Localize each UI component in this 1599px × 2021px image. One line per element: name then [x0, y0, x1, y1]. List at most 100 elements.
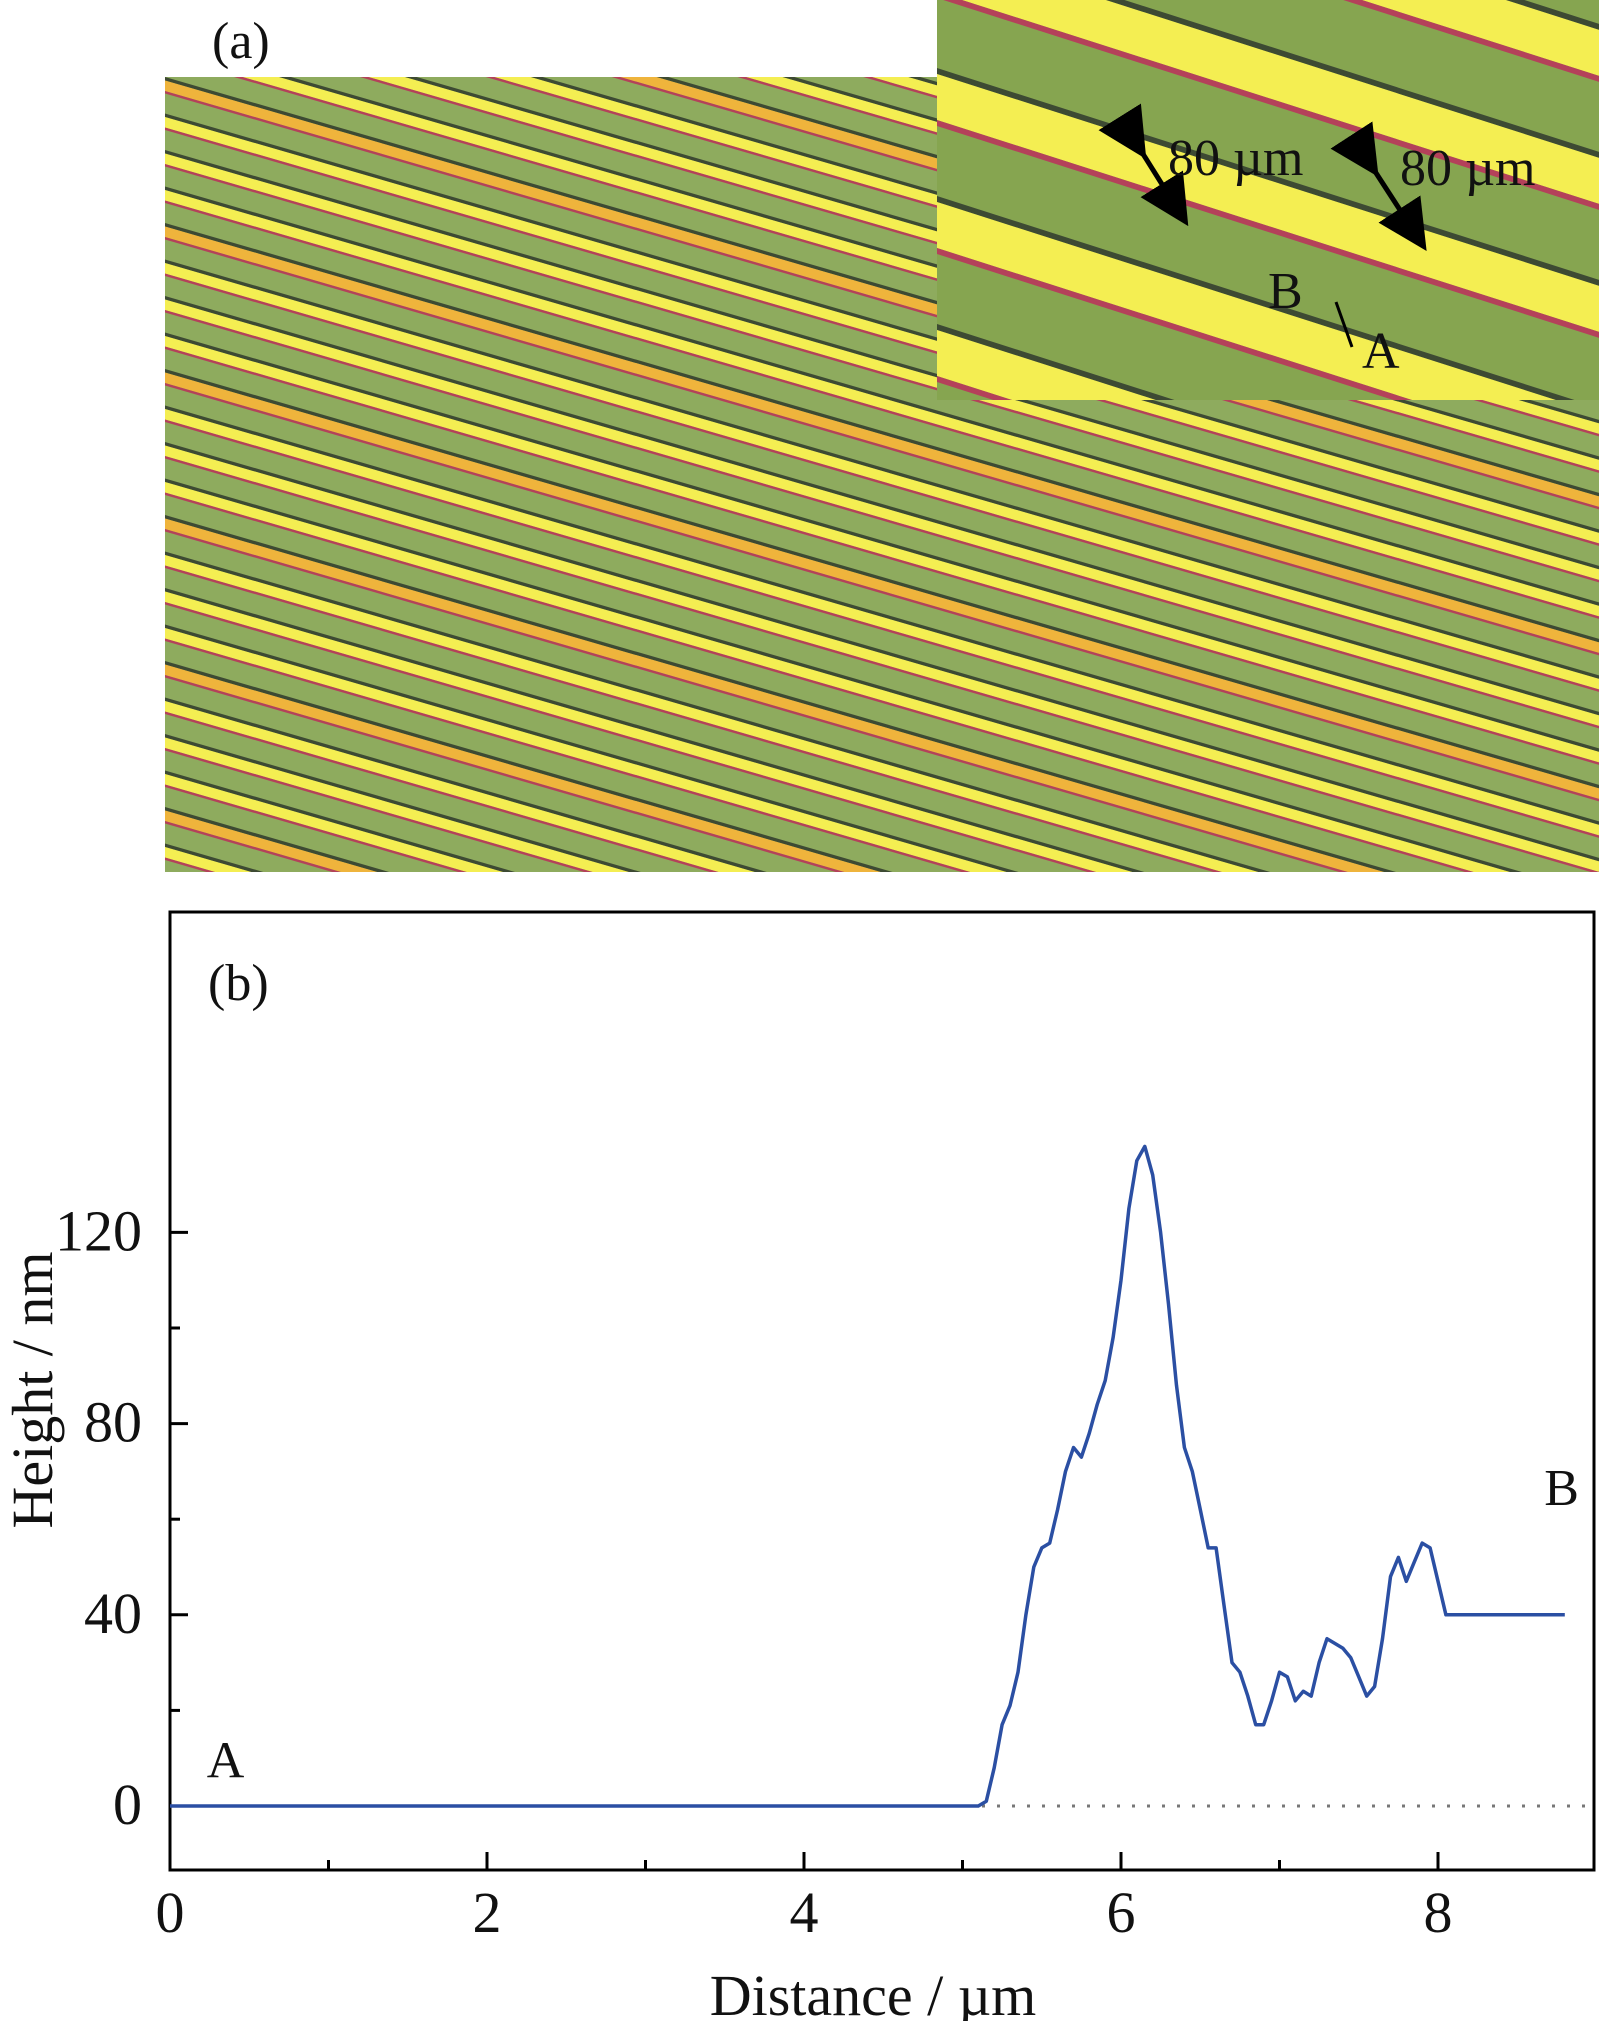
stripe-yellow	[165, 628, 1007, 872]
y-tick-label: 120	[55, 1198, 142, 1263]
stripe-yellow	[165, 1431, 1599, 1857]
stripe-edge-red	[165, 346, 1599, 765]
stripe-edge-dark	[165, 953, 1599, 1372]
stripe-edge-red	[165, 492, 1474, 872]
stripe-edge-dark	[165, 843, 264, 872]
stripe-edge-red	[165, 310, 1599, 729]
height-profile-line	[170, 1144, 1565, 1808]
stripe-edge-dark	[165, 442, 1599, 862]
x-tick-label: 4	[790, 1880, 819, 1945]
stripe-edge-dark	[165, 259, 1599, 679]
stripe-yellow	[165, 263, 1599, 690]
stripe-yellow	[165, 153, 1599, 580]
x-axis-label: Distance / µm	[710, 1963, 1037, 2021]
stripe-edge-red	[165, 821, 341, 872]
stripe-edge-dark	[165, 551, 1271, 872]
stripe-edge-red	[165, 237, 1599, 656]
stripe-yellow	[165, 1103, 1599, 1529]
stripe-yellow	[165, 1176, 1599, 1602]
stripe-yellow	[165, 884, 1599, 1310]
inset-stripe-yellow	[937, 842, 1599, 1100]
stripe-yellow	[165, 810, 378, 872]
width-annotation-2: 80 µm	[1400, 140, 1535, 197]
micrograph-panel: (a) 80 µm 80 µm B A	[165, 0, 1599, 1930]
stripe-edge-dark	[165, 734, 641, 872]
stripe-edge-red	[233, 77, 1599, 473]
stripe-edge-red	[165, 638, 971, 872]
inset-stripe-edge-red	[943, 0, 1599, 210]
stripe-edge-red	[165, 419, 1599, 838]
point-labels: AB	[207, 1460, 1579, 1789]
y-axis-label: Height / nm	[0, 1251, 65, 1528]
stripe-yellow	[165, 591, 1133, 872]
stripe-edge-dark	[165, 917, 1599, 1336]
inset-stripes	[937, 0, 1599, 1100]
stripe-yellow	[165, 774, 503, 872]
x-tick-label: 8	[1424, 1880, 1453, 1945]
stripe-edge-red	[165, 1223, 1599, 1641]
stripe-edge-red	[165, 273, 1599, 692]
inset-stripe-yellow	[937, 202, 1556, 400]
stripe-edge-red	[165, 456, 1599, 872]
stripe-edge-red	[165, 1186, 1599, 1604]
x-tick-label: 6	[1107, 1880, 1136, 1945]
stripe-yellow	[165, 409, 1599, 836]
stripe-edge-dark	[165, 1026, 1599, 1445]
stripe-edge-red	[165, 1150, 1599, 1568]
stripe-yellow	[165, 1249, 1599, 1675]
stripe-yellow	[165, 80, 1599, 507]
point-label-b: B	[1544, 1460, 1579, 1517]
panel-a-label: (a)	[212, 13, 270, 70]
stripe-edge-dark	[165, 1172, 1599, 1591]
panel-b-label: (b)	[208, 955, 269, 1012]
profile-marker-a: A	[1362, 323, 1400, 380]
inset-stripe-edge-red	[1343, 0, 1599, 82]
stripe-yellow	[165, 372, 1599, 799]
stripe-edge-dark	[165, 405, 1599, 825]
stripe-edge-dark	[165, 770, 516, 872]
inset-stripe-yellow	[937, 330, 1156, 400]
stripe-edge-dark	[165, 807, 390, 872]
stripe-yellow	[165, 1285, 1599, 1711]
stripe-yellow	[165, 957, 1599, 1383]
stripe-yellow	[165, 664, 881, 872]
stripe-yellow	[165, 1139, 1599, 1565]
stripe-yellow	[165, 920, 1599, 1346]
stripe-edge-red	[165, 1332, 1599, 1750]
stripe-edge-dark	[165, 990, 1599, 1409]
stripe-edge-red	[165, 164, 1599, 583]
stripe-edge-red	[165, 1077, 1599, 1495]
stripe-edge-dark	[165, 1318, 1599, 1737]
profile-marker-b: B	[1268, 263, 1303, 320]
y-tick-label: 0	[113, 1772, 142, 1837]
stripe-edge-dark	[165, 1209, 1599, 1628]
x-tick-label: 0	[156, 1880, 185, 1945]
stripe-edge-dark	[165, 588, 1145, 872]
stripe-edge-dark	[165, 1355, 1599, 1774]
stripe-edge-red	[165, 1004, 1599, 1422]
stripe-edge-dark	[165, 1099, 1599, 1518]
stripe-edge-dark	[165, 1501, 1599, 1920]
stripe-edge-dark	[165, 223, 1599, 643]
stripe-yellow	[165, 226, 1599, 653]
stripe-yellow	[165, 1504, 1599, 1930]
stripe-edge-dark	[165, 1063, 1599, 1482]
stripe-yellow	[165, 701, 755, 872]
stripe-yellow	[165, 445, 1599, 872]
stripe-yellow	[165, 1358, 1599, 1784]
stripe-yellow	[165, 1322, 1599, 1748]
stripe-edge-dark	[165, 478, 1522, 872]
stripe-yellow	[165, 1468, 1599, 1894]
stripe-edge-red	[165, 127, 1599, 546]
stripe-edge-red	[165, 857, 216, 872]
stripe-edge-dark	[165, 1464, 1599, 1883]
inset-stripe-edge-dark	[937, 324, 1175, 400]
stripe-yellow	[165, 1395, 1599, 1821]
stripe-yellow	[165, 993, 1599, 1419]
stripe-edge-red	[165, 748, 593, 872]
stripe-yellow	[165, 482, 1510, 872]
stripe-edge-red	[165, 1113, 1599, 1531]
